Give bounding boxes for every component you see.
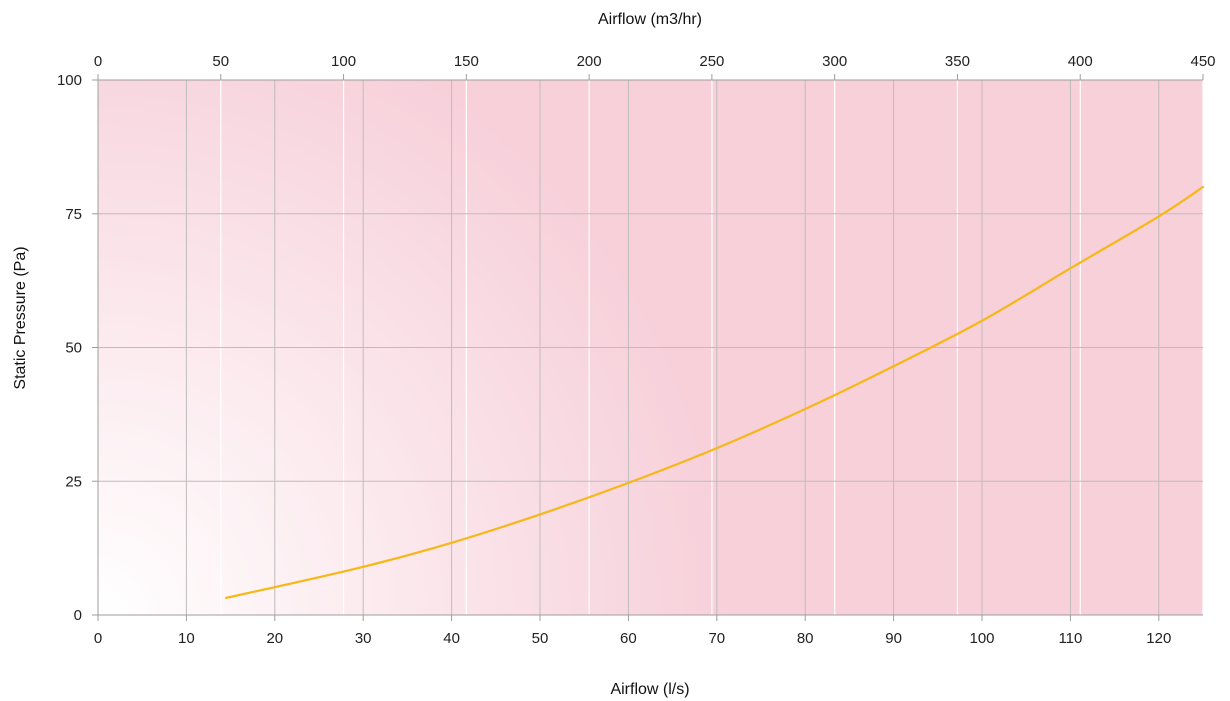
x2-tick-label: 0 [94,53,102,70]
x2-tick-label: 50 [212,53,229,70]
axes [92,74,1204,621]
x-tick-label: 10 [178,630,195,647]
x2-tick-label: 150 [454,53,479,70]
x2-tick-label: 100 [331,53,356,70]
y-tick-label: 25 [65,473,82,490]
x-tick-label: 40 [443,630,460,647]
series [225,185,1205,599]
x2-tick-label: 250 [699,53,724,70]
x2-tick-label: 450 [1190,53,1215,70]
x-tick-label: 30 [355,630,372,647]
x2-tick-label: 350 [945,53,970,70]
x2-axis-title: Airflow (m3/hr) [598,11,702,28]
series-line [225,185,1205,599]
x-tick-label: 120 [1146,630,1171,647]
x-tick-label: 70 [708,630,725,647]
tick-labels: 0 10 20 30 40 50 60 70 80 90 100 110 120 0 50 100 150 200… [57,53,1216,647]
x-tick-label: 60 [620,630,637,647]
x2-tick-label: 300 [822,53,847,70]
y-axis-title: Static Pressure (Pa) [12,246,29,389]
x-tick-label: 0 [94,630,102,647]
y-tick-label: 75 [65,206,82,223]
y-tick-label: 0 [74,607,82,624]
x-tick-label: 80 [797,630,814,647]
x-tick-label: 90 [885,630,902,647]
x-axis-title: Airflow (l/s) [610,681,689,698]
x-tick-label: 50 [532,630,549,647]
x-tick-label: 100 [969,630,994,647]
x2-tick-label: 400 [1068,53,1093,70]
x2-tick-label: 200 [577,53,602,70]
y-tick-label: 50 [65,340,82,357]
x-tick-label: 20 [266,630,283,647]
x-tick-label: 110 [1058,630,1082,647]
y-tick-label: 100 [57,72,82,89]
